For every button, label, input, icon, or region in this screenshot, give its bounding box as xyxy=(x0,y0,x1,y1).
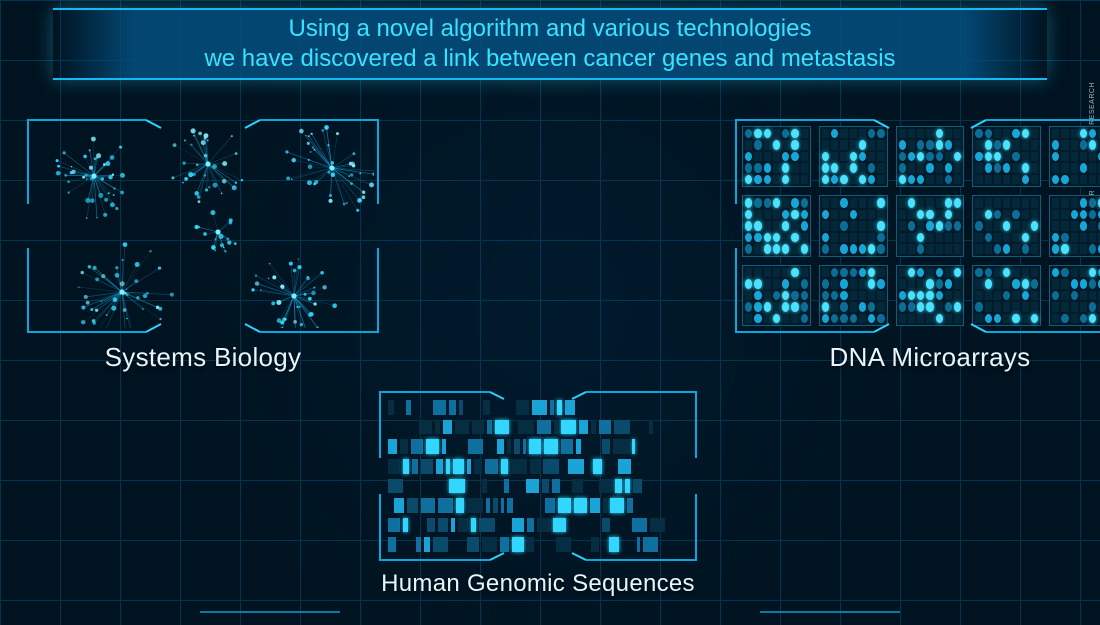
genomic-track xyxy=(388,537,688,552)
microarray-chip xyxy=(819,265,888,326)
genomic-tracks xyxy=(384,396,692,556)
panel-dna-microarrays: DNA Microarrays xyxy=(734,118,1100,373)
frame-dna-microarrays xyxy=(734,118,1100,334)
genomic-track xyxy=(388,459,688,474)
systems-biology-art xyxy=(32,124,374,328)
genomic-art xyxy=(384,396,692,556)
microarray-chip xyxy=(742,126,811,187)
microarray-chip xyxy=(742,195,811,256)
panel-systems-biology: Systems Biology xyxy=(26,118,380,373)
microarray-chip xyxy=(1049,195,1100,256)
genomic-track xyxy=(388,479,688,494)
bottom-frame-hint-right xyxy=(760,611,900,625)
microarray-chip xyxy=(742,265,811,326)
header-banner: Using a novel algorithm and various tech… xyxy=(53,8,1047,80)
microarray-chip xyxy=(1049,265,1100,326)
panel-human-genomic-sequences: Human Genomic Sequences xyxy=(378,390,698,598)
microarray-chip xyxy=(819,126,888,187)
microarray-chip xyxy=(972,195,1041,256)
header-line-1: Using a novel algorithm and various tech… xyxy=(289,15,812,42)
microarray-grid xyxy=(740,124,1100,328)
header-text: Using a novel algorithm and various tech… xyxy=(204,14,895,74)
label-dna-microarrays: DNA Microarrays xyxy=(734,342,1100,373)
microarray-chip xyxy=(896,195,965,256)
label-human-genomic-sequences: Human Genomic Sequences xyxy=(378,570,698,598)
microarray-chip xyxy=(819,195,888,256)
microarray-chip xyxy=(972,126,1041,187)
systems-biology-network-svg xyxy=(32,124,374,328)
frame-systems-biology xyxy=(26,118,380,334)
microarray-chip xyxy=(896,126,965,187)
header-line-2: we have discovered a link between cancer… xyxy=(204,45,895,72)
microarray-chip xyxy=(896,265,965,326)
frame-human-genomic-sequences xyxy=(378,390,698,562)
genomic-track xyxy=(388,518,688,533)
genomic-track xyxy=(388,498,688,513)
dna-microarrays-art xyxy=(740,124,1100,328)
label-systems-biology: Systems Biology xyxy=(26,342,380,373)
microarray-chip xyxy=(972,265,1041,326)
genomic-track xyxy=(388,420,688,435)
genomic-track xyxy=(388,400,688,415)
microarray-chip xyxy=(1049,126,1100,187)
genomic-track xyxy=(388,439,688,454)
bottom-frame-hint-left xyxy=(200,611,340,625)
